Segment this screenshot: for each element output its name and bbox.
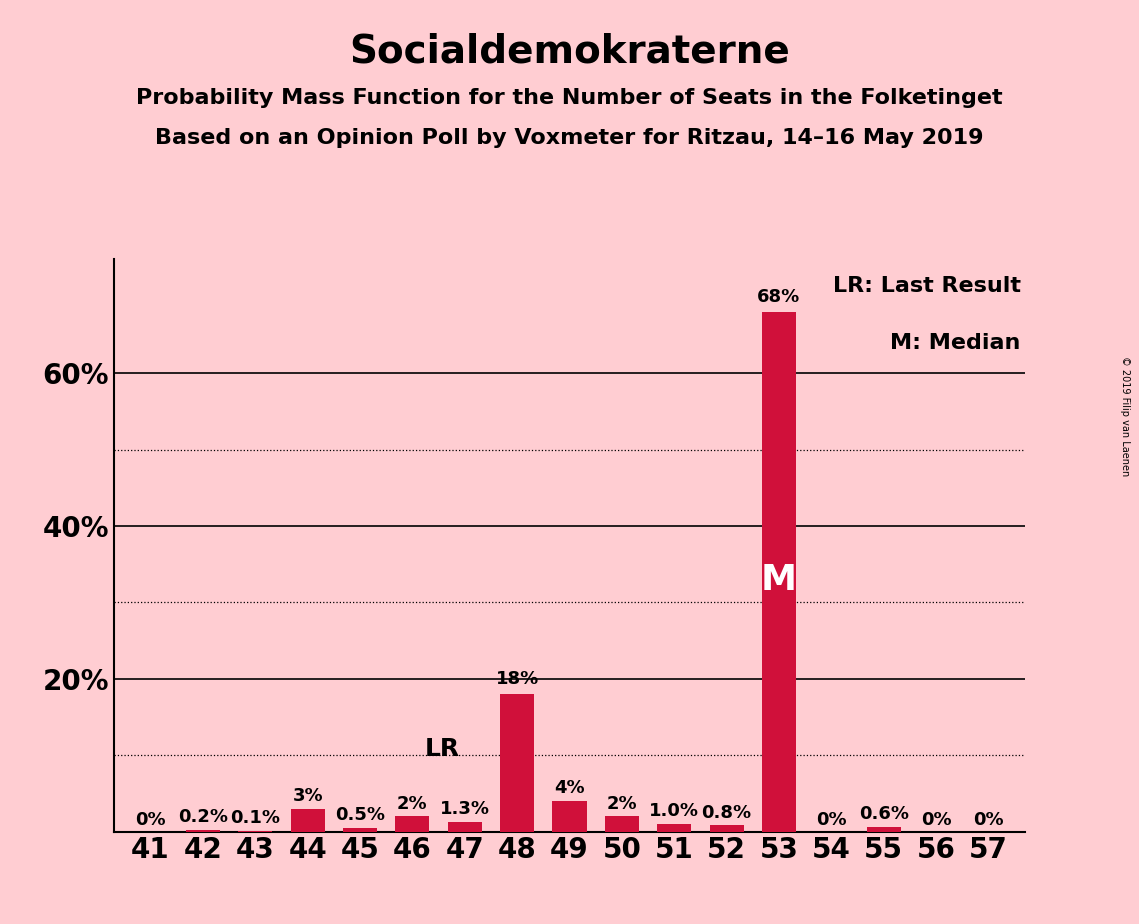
Text: 0.5%: 0.5% bbox=[335, 806, 385, 824]
Bar bbox=[448, 821, 482, 832]
Bar bbox=[867, 827, 901, 832]
Text: M: M bbox=[761, 563, 797, 597]
Bar bbox=[710, 825, 744, 832]
Text: Socialdemokraterne: Socialdemokraterne bbox=[350, 32, 789, 70]
Bar bbox=[762, 312, 796, 832]
Text: M: Median: M: Median bbox=[891, 334, 1021, 353]
Text: Based on an Opinion Poll by Voxmeter for Ritzau, 14–16 May 2019: Based on an Opinion Poll by Voxmeter for… bbox=[155, 128, 984, 148]
Text: 1.0%: 1.0% bbox=[649, 802, 699, 821]
Text: 0.8%: 0.8% bbox=[702, 804, 752, 821]
Text: 0%: 0% bbox=[920, 810, 951, 829]
Text: 0.6%: 0.6% bbox=[859, 805, 909, 823]
Text: 2%: 2% bbox=[607, 795, 637, 812]
Text: 4%: 4% bbox=[555, 779, 584, 797]
Text: 3%: 3% bbox=[293, 787, 323, 805]
Bar bbox=[186, 830, 220, 832]
Bar bbox=[657, 824, 691, 832]
Text: 68%: 68% bbox=[757, 288, 801, 306]
Bar bbox=[343, 828, 377, 832]
Bar bbox=[290, 808, 325, 832]
Text: © 2019 Filip van Laenen: © 2019 Filip van Laenen bbox=[1121, 356, 1130, 476]
Text: 0.1%: 0.1% bbox=[230, 809, 280, 827]
Text: 0%: 0% bbox=[816, 810, 846, 829]
Text: 0%: 0% bbox=[973, 810, 1003, 829]
Bar bbox=[500, 694, 534, 832]
Text: 0.2%: 0.2% bbox=[178, 808, 228, 826]
Text: LR: Last Result: LR: Last Result bbox=[833, 276, 1021, 296]
Text: LR: LR bbox=[425, 737, 459, 761]
Bar bbox=[395, 816, 429, 832]
Text: 2%: 2% bbox=[398, 795, 428, 812]
Text: Probability Mass Function for the Number of Seats in the Folketinget: Probability Mass Function for the Number… bbox=[137, 88, 1002, 108]
Text: 0%: 0% bbox=[136, 810, 166, 829]
Text: 1.3%: 1.3% bbox=[440, 800, 490, 818]
Text: 18%: 18% bbox=[495, 670, 539, 688]
Bar bbox=[552, 801, 587, 832]
Bar bbox=[605, 816, 639, 832]
